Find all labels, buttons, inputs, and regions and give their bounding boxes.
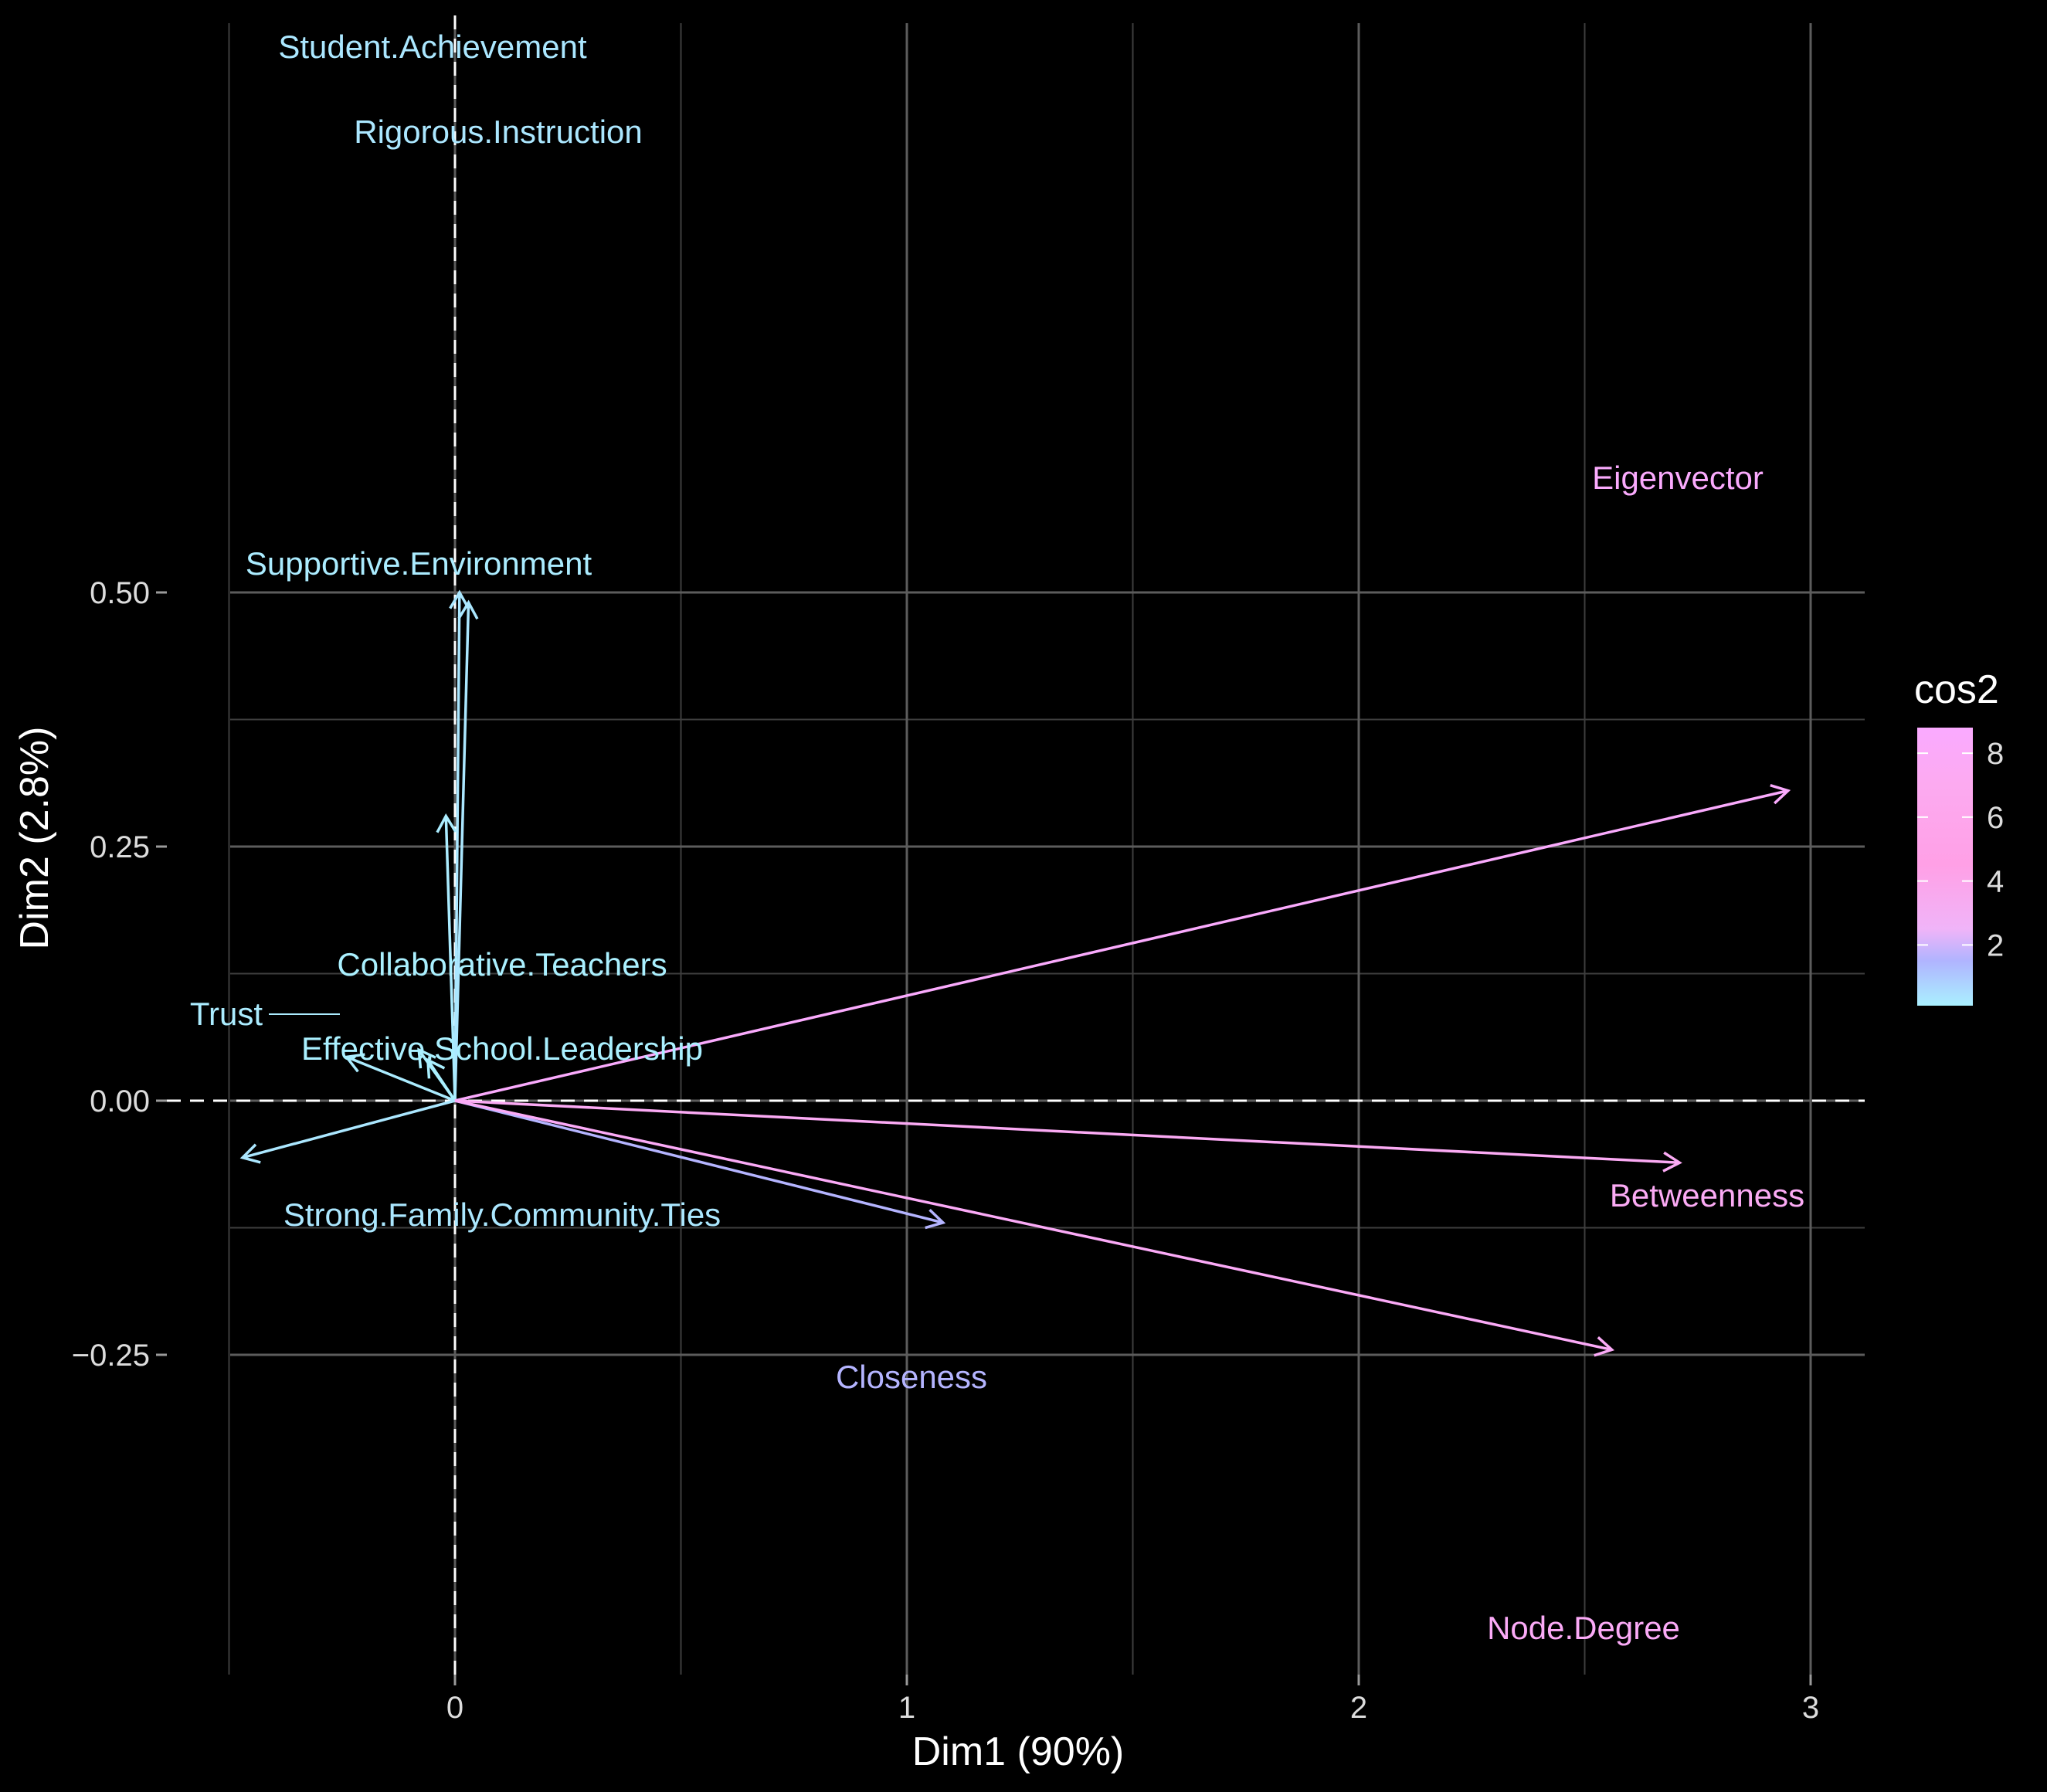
x-tick-label: 0 [446,1691,463,1725]
arrow-head [436,813,457,833]
arrow-effective-school-leadership [426,1057,457,1101]
arrow-betweenness [454,1099,1682,1173]
arrow-head [1662,1151,1682,1173]
variable-label: Student.Achievement [278,29,587,65]
arrow-shaft [426,1059,457,1101]
y-axis: −0.25 0.00 0.25 0.50 [72,576,167,1373]
cos2-legend: cos2 2 4 6 8 [1914,667,2004,1006]
arrow-trust [344,1053,456,1102]
arrow-head [925,1208,946,1230]
variable-labels: Student.Achievement Rigorous.Instruction S… [190,29,1804,1646]
arrow-shaft [453,602,470,1101]
arrow-rigorous-instruction [453,599,479,1101]
arrow-shaft [454,1099,1612,1352]
x-axis: 0 1 2 3 [446,1675,1819,1725]
arrow-head [426,1057,446,1079]
legend-title: cos2 [1914,667,1999,712]
variable-arrows [239,589,1791,1357]
legend-tick-label: 2 [1987,928,2004,962]
y-tick-label: 0.25 [90,830,150,864]
arrow-shaft [454,789,1789,1102]
legend-colorbar [1917,728,1973,1006]
arrow-closeness [454,1099,946,1230]
x-axis-title: Dim1 (90%) [912,1729,1125,1774]
arrow-shaft [454,1099,1680,1165]
x-tick-label: 3 [1802,1691,1819,1725]
x-tick-label: 2 [1350,1691,1367,1725]
y-tick-label: 0.50 [90,576,150,610]
arrow-shaft [345,1055,456,1102]
legend-tick-label: 4 [1987,865,2004,899]
arrow-shaft [444,816,457,1101]
variable-label: Strong.Family.Community.Ties [283,1196,721,1233]
arrow-node-degree [454,1099,1615,1357]
arrow-student-achievement [449,589,470,1101]
variable-label: Betweenness [1610,1177,1804,1213]
arrow-head [1594,1336,1615,1357]
y-axis-title: Dim2 (2.8%) [12,727,57,950]
arrow-head [417,1047,436,1069]
variable-label: Collaborative.Teachers [337,946,667,983]
arrow-shaft [242,1099,456,1159]
variable-label: Supportive.Environment [246,545,592,582]
arrow-head [457,599,479,620]
variable-label: Effective.School.Leadership [301,1030,703,1067]
variable-label: Rigorous.Instruction [354,114,643,150]
y-tick-label: 0.00 [90,1084,150,1118]
legend-tick-label: 6 [1987,801,2004,835]
variable-label: Trust [190,996,263,1032]
x-tick-label: 1 [898,1691,915,1725]
arrow-strong-family-community-ties [239,1099,456,1164]
arrow-head [1770,783,1791,805]
arrow-head [449,589,470,609]
arrow-supportive-environment [436,813,457,1101]
y-tick-label: −0.25 [72,1339,150,1373]
legend-tick-label: 8 [1987,737,2004,771]
arrow-shaft [453,592,461,1101]
arrow-shaft [454,1099,944,1224]
grid-minor-lines [228,23,1865,1675]
arrow-head [239,1143,261,1164]
arrow-eigenvector [454,783,1791,1102]
variable-label: Closeness [836,1359,987,1395]
variable-label: Node.Degree [1487,1610,1680,1646]
arrow-head [344,1053,365,1073]
variable-label: Eigenvector [1592,460,1764,496]
